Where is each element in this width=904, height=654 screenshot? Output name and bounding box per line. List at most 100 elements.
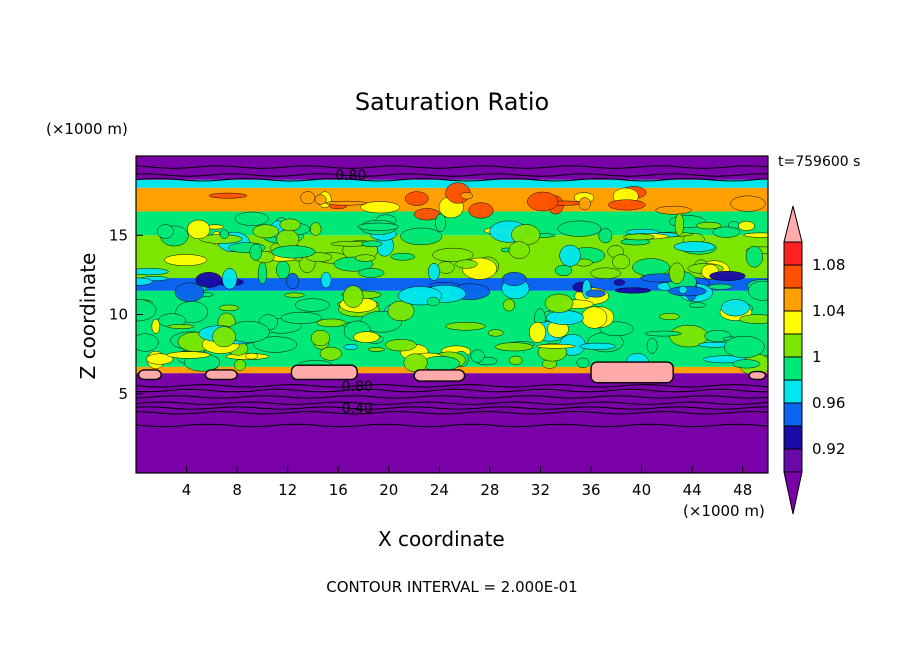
field-blob <box>257 262 268 285</box>
field-blob <box>212 326 236 348</box>
field-blob <box>536 344 576 349</box>
colorbar-tick-label: 1.04 <box>812 302 845 320</box>
colorbar-tick-label: 0.92 <box>812 440 845 458</box>
field-blob <box>468 202 494 219</box>
colorbar-segment <box>783 379 803 404</box>
field-blob <box>234 211 269 226</box>
field-blob <box>316 318 346 328</box>
field-blob <box>357 222 399 231</box>
field-blob <box>739 314 768 324</box>
field-blob <box>445 321 486 331</box>
contour-line-1 <box>136 173 768 177</box>
field-blob <box>546 310 584 325</box>
colorbar-tick-label: 1.08 <box>812 256 845 274</box>
field-blob <box>544 293 574 313</box>
field-blob <box>136 299 157 322</box>
field-blob <box>219 229 229 239</box>
colorbar-segment <box>783 333 803 358</box>
field-blob <box>146 353 174 365</box>
field-blob <box>361 240 383 248</box>
field-blob <box>528 321 546 343</box>
field-blob <box>738 221 755 231</box>
field-blob <box>400 227 443 246</box>
field-blob <box>208 192 248 199</box>
field-blob <box>581 306 608 329</box>
field-blob <box>668 286 707 297</box>
field-blob <box>435 213 447 233</box>
field-blob <box>559 244 581 267</box>
field-blob <box>644 330 682 337</box>
field-blob <box>623 233 655 241</box>
field-blob <box>234 359 246 371</box>
field-blob <box>136 277 153 286</box>
colorbar-segment <box>783 287 803 312</box>
colorbar-tick-label: 0.96 <box>812 394 845 412</box>
x-axis-multiplier: (×1000 m) <box>683 502 765 520</box>
field-blob <box>279 218 301 232</box>
field-blob <box>385 339 417 352</box>
field-blob <box>708 283 733 290</box>
field-blob <box>403 353 428 373</box>
field-blob <box>343 344 359 350</box>
time-label: t=759600 s <box>778 154 861 170</box>
field-blob <box>723 335 765 359</box>
x-axis-ticks: 4 8 12 16 20 24 28 32 36 40 44 48 <box>182 466 752 499</box>
x-tick-label: 28 <box>480 481 499 499</box>
contour-line-2 <box>136 165 768 169</box>
field-blob <box>614 287 651 294</box>
field-blob <box>320 271 332 289</box>
colorbar-segment <box>783 264 803 289</box>
field-blob <box>187 219 211 240</box>
field-blob <box>608 199 646 211</box>
x-tick-label: 4 <box>182 481 192 499</box>
field-blob <box>554 264 573 277</box>
field-blob <box>502 272 527 286</box>
colorbar-tick-label: 1 <box>812 348 822 366</box>
field-blob <box>151 318 161 334</box>
contour-line-0 <box>136 177 768 182</box>
contour-label: 0.80 <box>342 379 373 395</box>
colorbar-segment <box>783 356 803 381</box>
field-blob <box>284 292 305 298</box>
field-blob <box>585 289 606 298</box>
field-blob <box>745 245 763 268</box>
field-blob <box>612 254 630 270</box>
field-blob <box>156 224 174 239</box>
field-blob <box>709 270 746 281</box>
field-blob <box>342 285 364 308</box>
field-blob <box>249 243 262 261</box>
colorbar-segment <box>783 402 803 427</box>
field-blob <box>280 311 322 324</box>
field-blob <box>455 259 478 269</box>
field-blob <box>747 280 768 301</box>
field-blob <box>613 279 625 286</box>
x-tick-label: 40 <box>632 481 651 499</box>
field-blob <box>503 298 515 312</box>
field-blob <box>136 268 169 276</box>
x-tick-label: 32 <box>531 481 550 499</box>
field-blob <box>678 285 688 294</box>
field-blob <box>579 342 616 350</box>
field-blob <box>732 359 761 369</box>
field-blob <box>252 224 280 239</box>
field-blob <box>310 222 322 236</box>
field-blob <box>495 342 534 352</box>
field-blob <box>673 241 716 253</box>
y-tick-label: 5 <box>118 385 128 403</box>
x-tick-label: 48 <box>733 481 752 499</box>
field-blob <box>174 282 205 302</box>
supersaturated-patch-2 <box>290 364 358 381</box>
supersaturated-patch-0 <box>137 369 162 381</box>
field-blob <box>674 213 684 236</box>
field-blob <box>353 331 380 343</box>
x-tick-label: 12 <box>278 481 297 499</box>
contour-labels: 0.80 0.80 0.40 <box>335 168 372 417</box>
contour-line-8 <box>136 410 768 415</box>
colorbar-segment <box>783 310 803 335</box>
field-blob <box>271 245 316 259</box>
contour-line-4 <box>136 388 768 393</box>
colorbar-over-arrow <box>783 205 803 243</box>
field-blob <box>696 221 722 230</box>
field-blob <box>668 262 685 284</box>
